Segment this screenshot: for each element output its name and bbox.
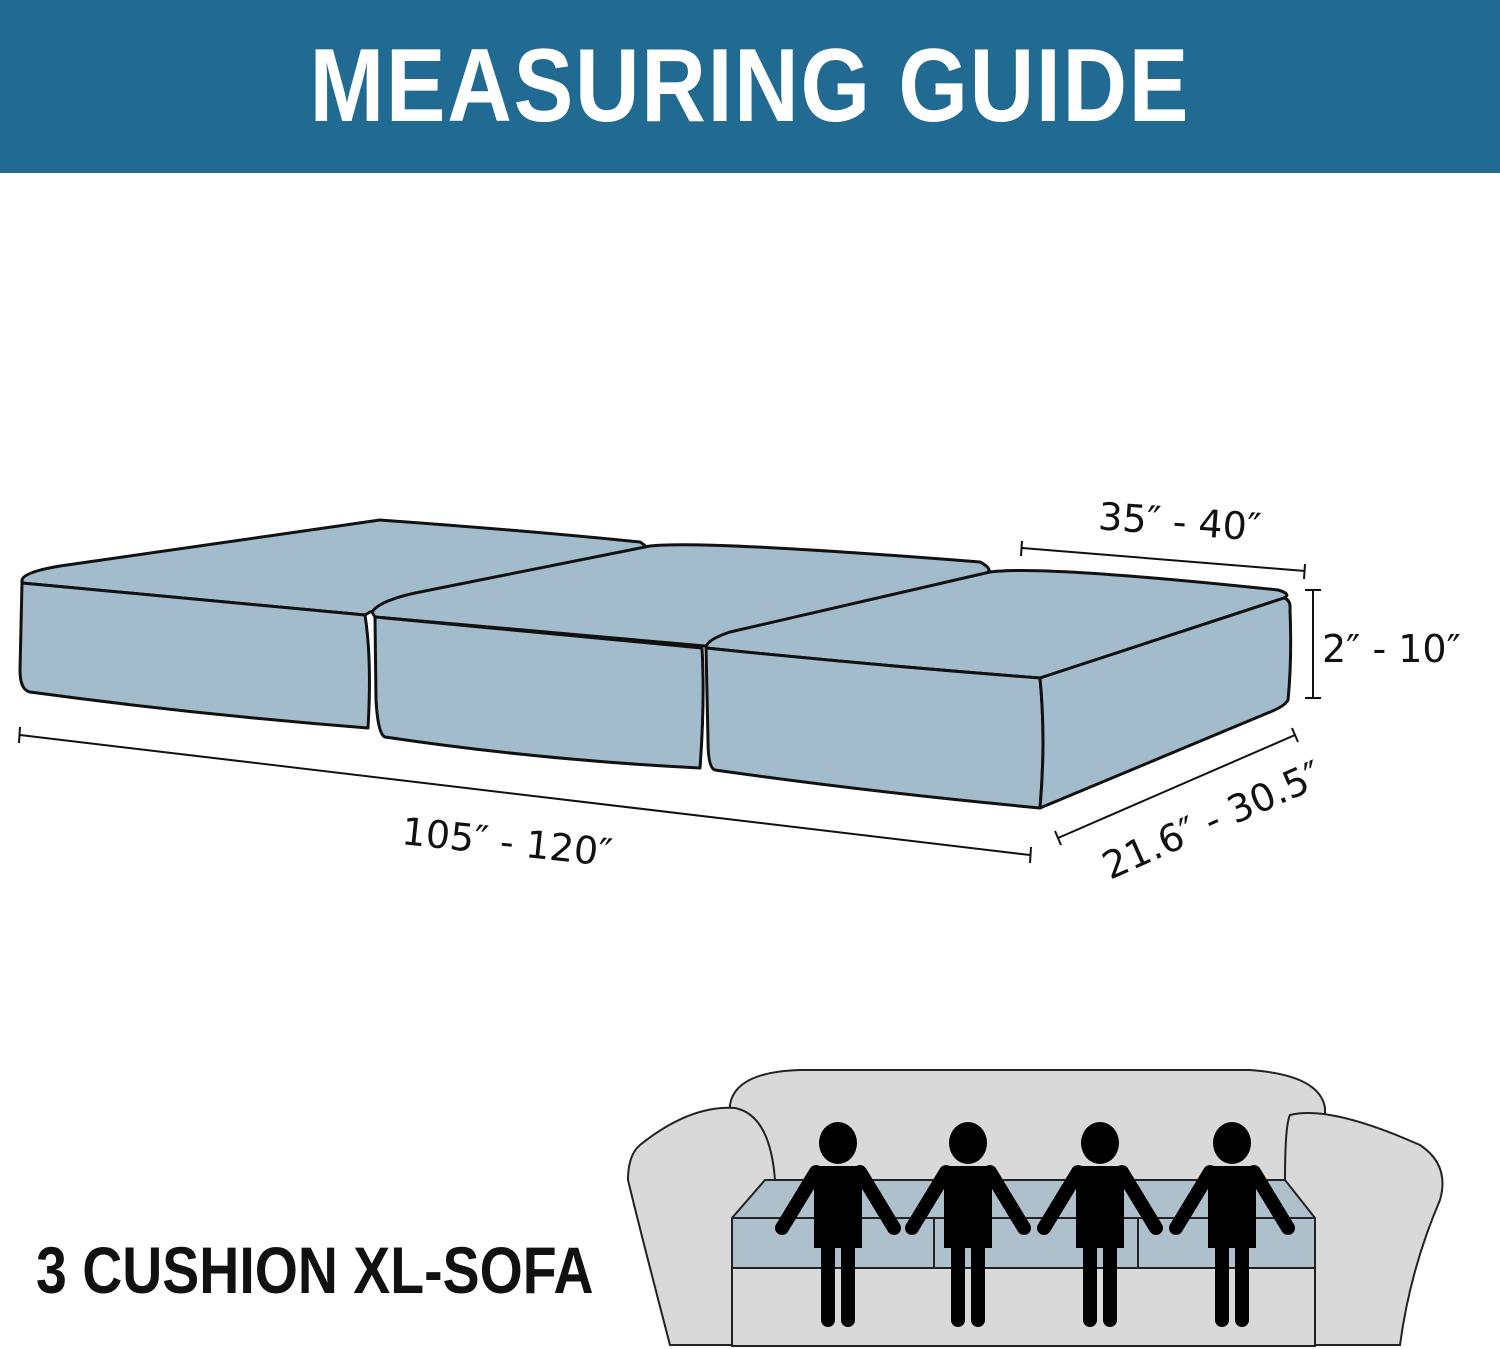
person-icon — [1037, 1122, 1163, 1327]
width-label: 35″ - 40″ — [1097, 494, 1263, 549]
page-title: MEASURING GUIDE — [309, 28, 1191, 144]
length-label: 105″ - 120″ — [400, 809, 615, 875]
person-icon — [775, 1122, 901, 1327]
depth-label: 21.6″ - 30.5″ — [1096, 752, 1329, 888]
person-icon — [1169, 1122, 1295, 1327]
people-figures — [775, 1122, 1295, 1327]
sofa-right-arm — [1283, 1112, 1444, 1346]
height-label: 2″ - 10″ — [1322, 627, 1461, 671]
sofa-illustration — [626, 1069, 1444, 1347]
length-dimension-line — [19, 734, 1031, 856]
header-banner: MEASURING GUIDE — [0, 0, 1500, 173]
sofa-back — [729, 1069, 1326, 1201]
sofa-type-label: 3 CUSHION XL-SOFA — [36, 1233, 594, 1307]
depth-dimension-line — [1057, 734, 1296, 839]
person-icon — [905, 1122, 1031, 1327]
width-dimension-line — [1021, 547, 1306, 572]
